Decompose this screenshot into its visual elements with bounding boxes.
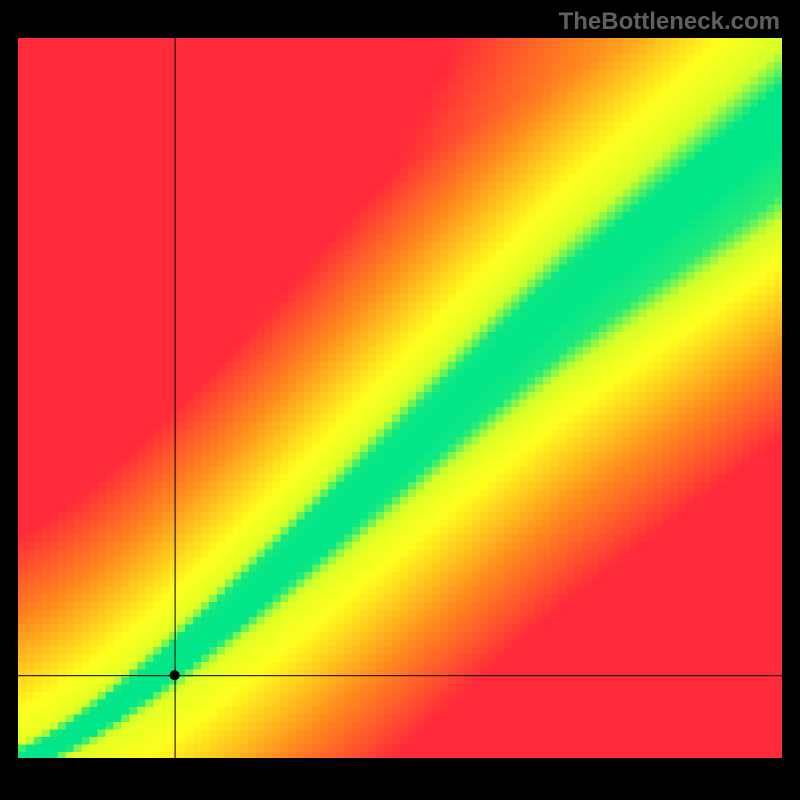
- watermark-text: TheBottleneck.com: [559, 8, 780, 36]
- bottleneck-heatmap: [18, 38, 782, 758]
- heatmap-canvas: [18, 38, 782, 758]
